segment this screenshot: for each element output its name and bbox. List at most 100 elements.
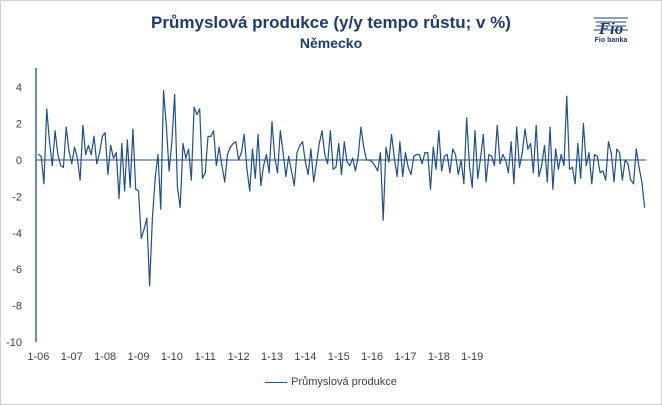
data-point: [340, 173, 343, 176]
data-point: [435, 168, 437, 170]
x-tick-label: 1-11: [195, 351, 216, 363]
data-point: [407, 166, 409, 168]
data-point: [60, 164, 62, 167]
legend-label: Průmyslová produkce: [291, 376, 397, 388]
data-point: [624, 159, 626, 161]
data-point: [507, 172, 509, 174]
y-tick-label: 2: [16, 119, 22, 131]
data-point: [132, 128, 134, 130]
data-point: [363, 146, 365, 148]
y-axis-ticks: 4 2 0 -2 -4 -6 -8 -10: [6, 82, 22, 349]
data-point: [518, 166, 521, 168]
data-point: [571, 166, 573, 168]
data-point: [218, 146, 220, 148]
data-points: [37, 90, 646, 287]
y-tick-label: -4: [12, 228, 22, 240]
x-tick-label: 1-15: [328, 351, 350, 363]
data-point: [371, 161, 373, 163]
x-tick-label: 1-16: [361, 351, 383, 363]
data-point: [632, 183, 635, 185]
data-point: [196, 113, 198, 116]
data-point: [212, 130, 215, 132]
data-point: [301, 141, 304, 143]
data-point: [452, 148, 454, 150]
x-tick-label: 1-06: [27, 351, 49, 363]
data-point: [385, 146, 387, 148]
data-point: [307, 173, 309, 176]
data-point: [471, 186, 473, 188]
data-point: [112, 157, 115, 159]
data-point: [582, 123, 585, 125]
data-point: [496, 124, 498, 127]
data-point: [124, 190, 126, 192]
x-tick-label: 1-10: [161, 351, 183, 363]
data-point: [299, 144, 301, 147]
data-point: [293, 184, 295, 187]
data-point: [257, 133, 259, 136]
data-point: [318, 143, 320, 145]
data-point: [630, 179, 632, 181]
data-point: [54, 130, 56, 132]
data-point: [171, 141, 173, 143]
data-point: [243, 133, 245, 136]
x-tick-label: 1-18: [428, 351, 450, 363]
data-point: [535, 124, 537, 127]
data-point: [65, 126, 67, 128]
data-point: [135, 188, 137, 190]
data-point: [580, 177, 582, 179]
data-point: [454, 153, 457, 156]
data-point: [51, 164, 53, 167]
data-point: [449, 172, 451, 174]
data-point: [599, 172, 601, 174]
x-tick-label: 1-13: [261, 351, 283, 363]
data-point: [510, 141, 512, 143]
data-point: [482, 133, 484, 136]
data-point: [101, 135, 103, 137]
data-point: [641, 181, 643, 183]
data-point: [368, 159, 370, 161]
chart-subtitle: Německo: [299, 35, 363, 51]
data-point: [438, 130, 440, 132]
data-point: [521, 152, 523, 154]
data-point: [404, 152, 407, 154]
data-point: [162, 90, 165, 92]
data-point: [374, 164, 376, 167]
data-point: [432, 146, 434, 148]
data-point: [618, 152, 621, 154]
x-tick-label: 1-09: [127, 351, 149, 363]
data-point: [260, 184, 262, 187]
data-point: [96, 163, 98, 165]
data-point: [232, 143, 234, 145]
data-point: [143, 228, 145, 230]
data-point: [555, 148, 557, 150]
data-point: [463, 183, 465, 185]
data-point: [474, 130, 476, 132]
data-point: [115, 152, 117, 154]
data-point: [176, 186, 179, 188]
data-point: [90, 153, 92, 156]
data-point: [85, 153, 87, 156]
data-point: [296, 152, 298, 154]
data-point: [321, 130, 323, 132]
logo-mark-text: Fio: [598, 19, 624, 38]
fio-logo-icon: Fio: [594, 17, 628, 38]
data-point: [324, 153, 326, 156]
data-point: [516, 126, 518, 128]
data-point: [424, 152, 426, 154]
data-point: [390, 133, 393, 136]
data-point: [513, 183, 515, 185]
data-point: [310, 148, 312, 150]
data-point: [541, 164, 543, 167]
y-tick-label: -2: [12, 191, 22, 203]
data-point: [187, 148, 190, 150]
data-point: [613, 181, 615, 183]
data-point: [174, 93, 176, 96]
data-point: [315, 163, 318, 165]
data-point: [538, 175, 540, 177]
data-point: [349, 164, 351, 167]
data-point: [246, 168, 248, 170]
data-point: [644, 206, 646, 208]
legend: Průmyslová produkce: [0, 376, 662, 388]
